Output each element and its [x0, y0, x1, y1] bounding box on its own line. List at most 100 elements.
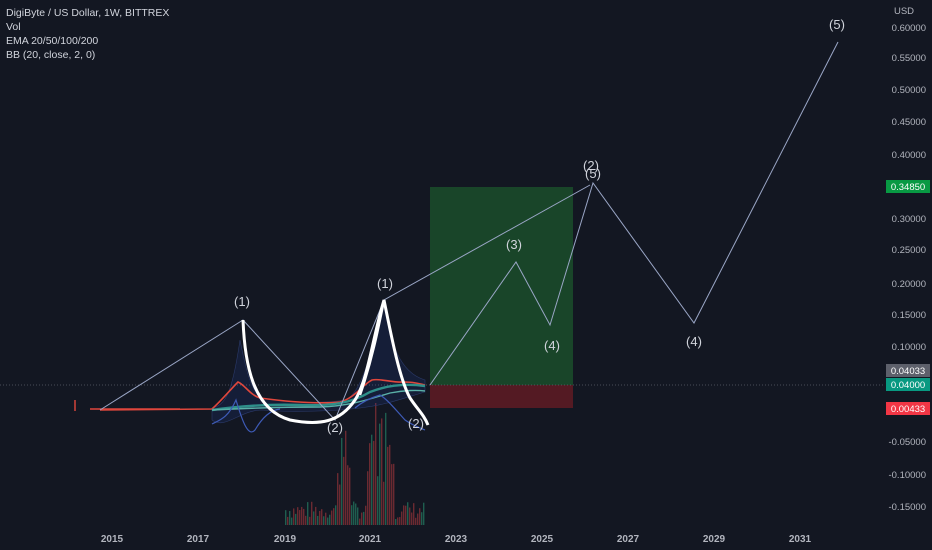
time-tick-label: 2021: [359, 534, 382, 545]
volume-bar: [303, 508, 305, 525]
volume-bar: [341, 437, 343, 525]
currency-label: USD: [894, 6, 914, 17]
legend-ema[interactable]: EMA 20/50/100/200: [6, 35, 99, 47]
volume-bar: [367, 471, 369, 525]
volume-bar: [397, 517, 399, 525]
volume-bar: [321, 509, 323, 525]
time-tick-label: 2019: [274, 534, 297, 545]
current-price-tag-green[interactable]: [886, 378, 930, 391]
wave-label[interactable]: (1): [377, 276, 393, 291]
volume-bar: [351, 505, 353, 525]
price-tick-label: 0.40000: [892, 150, 926, 161]
volume-bar: [327, 517, 329, 525]
price-tick-label: -0.15000: [888, 502, 926, 513]
chart-legend: DigiByte / US Dollar, 1W, BITTREX Vol EM…: [6, 6, 169, 62]
target-price-text: 0.34850: [891, 182, 925, 193]
time-axis[interactable]: [0, 528, 932, 550]
volume-bar: [331, 510, 333, 525]
volume-bar: [329, 514, 331, 525]
volume-bar: [325, 512, 327, 525]
volume-bar: [339, 484, 341, 525]
volume-bar: [333, 508, 335, 525]
wave-label[interactable]: (3): [506, 237, 522, 252]
volume-bar: [373, 440, 375, 525]
volume-bar: [307, 502, 309, 525]
current-price-tag-gray[interactable]: [886, 364, 930, 377]
wave-line-primary[interactable]: [99, 184, 591, 421]
ema-line: [211, 383, 426, 412]
volume-bar: [369, 443, 371, 525]
volume-bar: [345, 430, 347, 525]
time-tick-label: 2027: [617, 534, 640, 545]
volume-bar: [335, 505, 337, 525]
wave-label[interactable]: (5): [585, 166, 601, 181]
current-price-gray-text: 0.04033: [891, 366, 925, 377]
wave-label[interactable]: (2): [408, 416, 424, 431]
price-series: [74, 301, 426, 433]
volume-bar: [299, 510, 301, 525]
volume-bar: [301, 506, 303, 525]
volume-bar: [399, 517, 401, 525]
stop-zone[interactable]: [430, 385, 573, 408]
volume-bar: [355, 503, 357, 525]
target-price-tag[interactable]: [886, 180, 930, 193]
price-tick-label: -0.10000: [888, 470, 926, 481]
price-ticks: 0.60000 0.55000 0.50000 0.45000 0.40000 0.300…: [888, 23, 926, 513]
volume-bar: [381, 418, 383, 525]
time-tick-label: 2025: [531, 534, 554, 545]
price-tick-label: 0.20000: [892, 279, 926, 290]
volume-bar: [383, 481, 385, 525]
volume-bar: [365, 505, 367, 525]
price-tick-label: 0.15000: [892, 310, 926, 321]
volume-bar: [289, 511, 291, 525]
wave-line-projection[interactable]: [429, 41, 839, 386]
volume-bar: [347, 465, 349, 525]
volume-bar: [359, 518, 361, 525]
volume-bar: [407, 502, 409, 525]
wave-label[interactable]: (1): [234, 294, 250, 309]
volume-bar: [309, 516, 311, 525]
volume-bar: [323, 516, 325, 525]
volume-bar: [319, 510, 321, 525]
price-tick-label: 0.30000: [892, 214, 926, 225]
price-axis[interactable]: [885, 0, 932, 528]
legend-volume[interactable]: Vol: [6, 21, 21, 33]
wave-label[interactable]: (4): [686, 334, 702, 349]
price-tick-label: 0.25000: [892, 245, 926, 256]
volume-bar: [349, 467, 351, 525]
legend-symbol[interactable]: DigiByte / US Dollar, 1W, BITTREX: [6, 7, 170, 19]
volume-bar: [409, 507, 411, 525]
legend-bollinger[interactable]: BB (20, close, 2, 0): [6, 49, 96, 61]
volume-bar: [337, 473, 339, 525]
wave-label[interactable]: (2): [327, 420, 343, 435]
volume-bar: [423, 502, 425, 525]
early-price: [74, 400, 180, 411]
volume-bar: [305, 515, 307, 525]
time-tick-label: 2015: [101, 534, 124, 545]
price-tick-label: 0.10000: [892, 342, 926, 353]
current-price-green-text: 0.04000: [891, 380, 925, 391]
volume-bar: [391, 464, 393, 525]
stop-price-tag[interactable]: [886, 402, 930, 415]
volume-bar: [379, 423, 381, 525]
stop-price-text: 0.00433: [891, 404, 925, 415]
volume-bar: [387, 446, 389, 525]
volume-bar: [421, 512, 423, 525]
cup-pattern-inner: [358, 299, 386, 396]
target-zone[interactable]: [430, 187, 573, 385]
volume-bar: [295, 513, 297, 525]
volume-bar: [361, 512, 363, 525]
volume-bar: [293, 508, 295, 525]
volume-bar: [405, 505, 407, 525]
volume-bar: [393, 463, 395, 525]
volume-bar: [417, 513, 419, 525]
wave-label[interactable]: (4): [544, 338, 560, 353]
wave-label[interactable]: (5): [829, 17, 845, 32]
time-tick-label: 2023: [445, 534, 468, 545]
time-ticks: 2015 2017 2019 2021 2023 2025 2027 2029 2031: [101, 534, 812, 545]
volume-bar: [315, 506, 317, 525]
wave-label[interactable]: (2): [583, 158, 599, 173]
price-tick-label: 0.45000: [892, 117, 926, 128]
volume-bar: [343, 456, 345, 525]
